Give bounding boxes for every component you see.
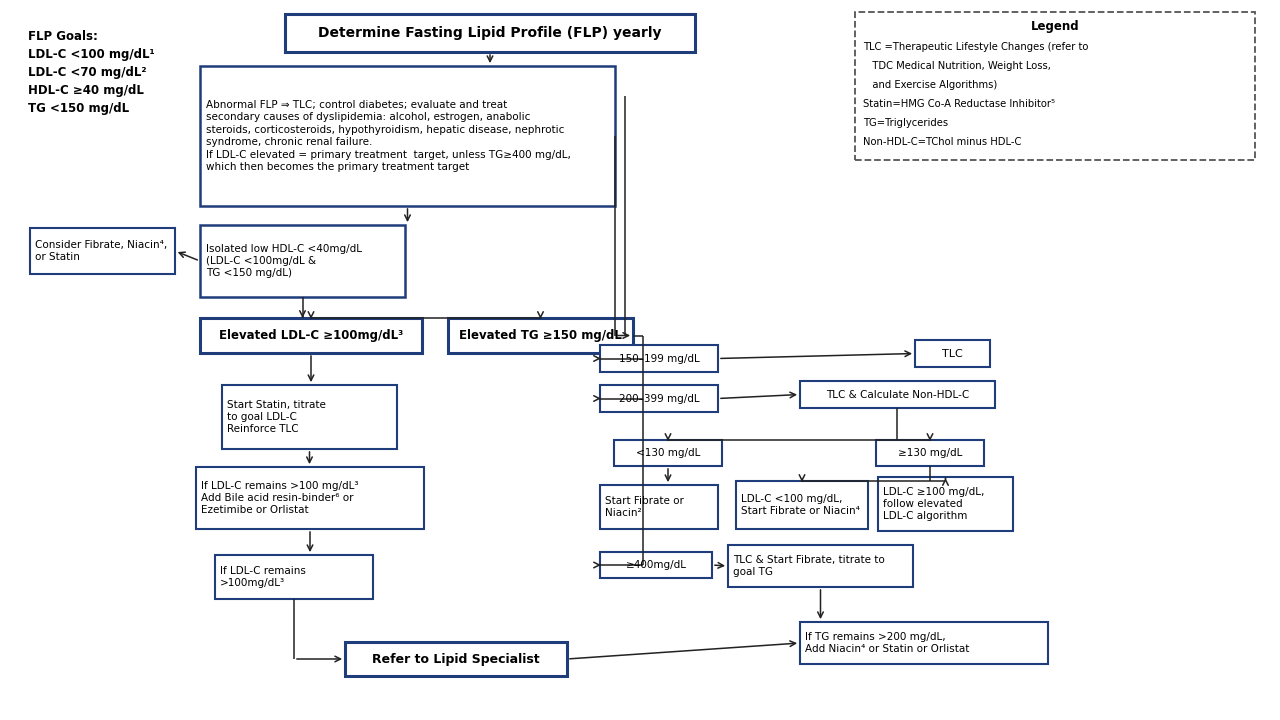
FancyBboxPatch shape	[215, 555, 372, 599]
Text: TG=Triglycerides: TG=Triglycerides	[863, 118, 948, 128]
Text: Refer to Lipid Specialist: Refer to Lipid Specialist	[372, 652, 540, 665]
Text: TLC =Therapeutic Lifestyle Changes (refer to: TLC =Therapeutic Lifestyle Changes (refe…	[863, 42, 1088, 52]
FancyBboxPatch shape	[221, 385, 397, 449]
Text: FLP Goals:
LDL-C <100 mg/dL¹
LDL-C <70 mg/dL²
HDL-C ≥40 mg/dL
TG <150 mg/dL: FLP Goals: LDL-C <100 mg/dL¹ LDL-C <70 m…	[28, 30, 155, 115]
FancyBboxPatch shape	[200, 225, 404, 297]
Text: If TG remains >200 mg/dL,
Add Niacin⁴ or Statin or Orlistat: If TG remains >200 mg/dL, Add Niacin⁴ or…	[805, 632, 969, 654]
Text: <130 mg/dL: <130 mg/dL	[636, 448, 700, 458]
Text: 200–399 mg/dL: 200–399 mg/dL	[618, 394, 699, 403]
Text: Start Statin, titrate
to goal LDL-C
Reinforce TLC: Start Statin, titrate to goal LDL-C Rein…	[227, 400, 326, 434]
FancyBboxPatch shape	[736, 481, 868, 529]
Text: Non-HDL-C=TChol minus HDL-C: Non-HDL-C=TChol minus HDL-C	[863, 137, 1021, 147]
FancyBboxPatch shape	[876, 440, 984, 466]
Text: TDC Medical Nutrition, Weight Loss,: TDC Medical Nutrition, Weight Loss,	[863, 61, 1051, 71]
Text: TLC & Start Fibrate, titrate to
goal TG: TLC & Start Fibrate, titrate to goal TG	[733, 555, 884, 577]
Text: Abnormal FLP ⇒ TLC; control diabetes; evaluate and treat
secondary causes of dys: Abnormal FLP ⇒ TLC; control diabetes; ev…	[206, 100, 571, 172]
FancyBboxPatch shape	[29, 228, 175, 274]
FancyBboxPatch shape	[448, 318, 634, 353]
Text: and Exercise Algorithms): and Exercise Algorithms)	[863, 80, 997, 90]
FancyBboxPatch shape	[878, 477, 1012, 531]
Text: Isolated low HDL-C <40mg/dL
(LDL-C <100mg/dL &
TG <150 mg/dL): Isolated low HDL-C <40mg/dL (LDL-C <100m…	[206, 243, 362, 279]
Text: 150–199 mg/dL: 150–199 mg/dL	[618, 354, 699, 364]
FancyBboxPatch shape	[346, 642, 567, 676]
FancyBboxPatch shape	[600, 385, 718, 412]
FancyBboxPatch shape	[600, 485, 718, 529]
Text: Consider Fibrate, Niacin⁴,
or Statin: Consider Fibrate, Niacin⁴, or Statin	[35, 240, 168, 262]
Text: Elevated LDL-C ≥100mg/dL³: Elevated LDL-C ≥100mg/dL³	[219, 329, 403, 342]
Text: ≥400mg/dL: ≥400mg/dL	[626, 560, 686, 570]
FancyBboxPatch shape	[196, 467, 424, 529]
Text: TLC & Calculate Non-HDL-C: TLC & Calculate Non-HDL-C	[826, 390, 969, 400]
Text: TLC: TLC	[942, 348, 963, 359]
FancyBboxPatch shape	[200, 66, 614, 206]
Text: Statin=HMG Co-A Reductase Inhibitor⁵: Statin=HMG Co-A Reductase Inhibitor⁵	[863, 99, 1055, 109]
FancyBboxPatch shape	[915, 340, 989, 367]
Text: If LDL-C remains >100 mg/dL³
Add Bile acid resin-binder⁶ or
Ezetimibe or Orlista: If LDL-C remains >100 mg/dL³ Add Bile ac…	[201, 481, 358, 516]
Text: If LDL-C remains
>100mg/dL³: If LDL-C remains >100mg/dL³	[220, 566, 306, 588]
FancyBboxPatch shape	[728, 545, 913, 587]
Text: Elevated TG ≥150 mg/dL: Elevated TG ≥150 mg/dL	[460, 329, 622, 342]
FancyBboxPatch shape	[600, 345, 718, 372]
FancyBboxPatch shape	[600, 552, 712, 578]
FancyBboxPatch shape	[800, 381, 995, 408]
Text: LDL-C ≥100 mg/dL,
follow elevated
LDL-C algorithm: LDL-C ≥100 mg/dL, follow elevated LDL-C …	[883, 487, 984, 521]
Text: ≥130 mg/dL: ≥130 mg/dL	[897, 448, 963, 458]
Text: Legend: Legend	[1030, 19, 1079, 32]
Text: LDL-C <100 mg/dL,
Start Fibrate or Niacin⁴: LDL-C <100 mg/dL, Start Fibrate or Niaci…	[741, 494, 860, 516]
FancyBboxPatch shape	[855, 12, 1254, 160]
FancyBboxPatch shape	[614, 440, 722, 466]
FancyBboxPatch shape	[800, 622, 1048, 664]
FancyBboxPatch shape	[200, 318, 422, 353]
FancyBboxPatch shape	[285, 14, 695, 52]
Text: Determine Fasting Lipid Profile (FLP) yearly: Determine Fasting Lipid Profile (FLP) ye…	[319, 26, 662, 40]
Text: Start Fibrate or
Niacin²: Start Fibrate or Niacin²	[605, 496, 684, 518]
